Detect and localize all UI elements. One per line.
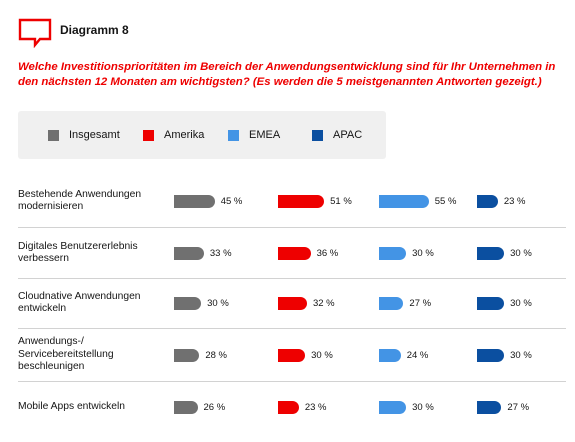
legend-swatch xyxy=(48,129,59,141)
data-label: 28 % xyxy=(205,349,227,361)
legend-label: EMEA xyxy=(249,129,281,141)
bar-insgesamt xyxy=(174,246,204,260)
legend-label: APAC xyxy=(333,129,363,141)
chart-number-title: Diagramm 8 xyxy=(60,23,129,37)
category-label-line: Digitales Benutzererlebnis xyxy=(18,240,138,252)
category-label-line: verbessern xyxy=(18,253,69,264)
bar-amerika xyxy=(278,246,311,260)
data-label: 30 % xyxy=(510,349,532,361)
bar-apac xyxy=(477,194,498,208)
data-label: 27 % xyxy=(409,297,432,309)
data-label: 30 % xyxy=(412,401,434,413)
legend-item-emea: EMEA xyxy=(228,111,280,159)
category-label: Bestehende Anwendungen modernisieren xyxy=(18,189,168,214)
row-divider xyxy=(18,381,566,382)
bar-emea xyxy=(379,194,429,208)
legend-label: Insgesamt xyxy=(69,129,120,141)
bar-insgesamt xyxy=(174,400,198,414)
bar-emea xyxy=(379,400,407,414)
data-label: 45 % xyxy=(220,195,243,207)
data-label: 30 % xyxy=(510,247,532,259)
legend-swatch xyxy=(312,129,323,141)
legend-item-apac: APAC xyxy=(312,111,362,159)
bar-amerika xyxy=(278,194,325,208)
category-label-line: beschleunigen xyxy=(18,361,85,373)
legend-item-insgesamt: Insgesamt xyxy=(48,111,120,159)
data-label: 33 % xyxy=(209,247,232,259)
category-label-line: Mobile Apps entwickeln xyxy=(18,400,126,412)
bar-insgesamt xyxy=(174,296,202,310)
bar-insgesamt xyxy=(174,194,215,208)
bar-insgesamt xyxy=(174,348,200,362)
data-label: 23 % xyxy=(503,195,526,207)
category-label-line: modernisieren xyxy=(18,201,84,212)
bar-apac xyxy=(477,296,505,310)
legend-label: Amerika xyxy=(164,129,205,141)
category-label-line: Servicebereitstellung xyxy=(18,348,114,360)
bar-apac xyxy=(477,348,505,362)
row-divider xyxy=(18,278,566,279)
data-label: 30 % xyxy=(311,349,333,361)
data-label: 27 % xyxy=(507,401,530,413)
survey-question: Welche Investitionsprioritäten im Bereic… xyxy=(18,61,556,88)
legend-swatch xyxy=(143,129,154,141)
bar-amerika xyxy=(278,400,299,414)
data-label: 30 % xyxy=(510,297,532,309)
bar-apac xyxy=(477,246,505,260)
data-label: 26 % xyxy=(203,401,226,413)
category-label: Digitales Benutzererlebnis verbessern xyxy=(18,241,168,266)
row-divider xyxy=(18,328,566,329)
data-label: 32 % xyxy=(312,297,335,309)
data-label: 51 % xyxy=(330,195,352,207)
bar-emea xyxy=(379,296,404,310)
category-label: Mobile Apps entwickeln xyxy=(18,401,168,414)
data-label: 24 % xyxy=(406,349,429,361)
bar-apac xyxy=(477,400,502,414)
data-label: 36 % xyxy=(316,247,339,259)
bar-emea xyxy=(379,348,401,362)
category-label-line: Cloudnative Anwendungen xyxy=(18,290,141,302)
legend: Insgesamt Amerika EMEA APAC xyxy=(18,111,386,159)
data-label: 30 % xyxy=(207,297,229,309)
category-label: Cloudnative Anwendungen entwickeln xyxy=(18,291,168,316)
category-label-line: Anwendungs-/ xyxy=(18,336,84,348)
speech-bubble-icon xyxy=(18,18,52,48)
row-divider xyxy=(18,227,566,228)
category-label-line: entwickeln xyxy=(18,303,67,314)
legend-swatch xyxy=(228,129,239,141)
data-label: 30 % xyxy=(412,247,434,259)
legend-item-amerika: Amerika xyxy=(143,111,204,159)
data-label: 55 % xyxy=(434,195,457,207)
bar-emea xyxy=(379,246,407,260)
bar-amerika xyxy=(278,296,307,310)
category-label-line: Bestehende Anwendungen xyxy=(18,188,142,200)
bar-amerika xyxy=(278,348,306,362)
category-label: Anwendungs-/Servicebereitstellung beschle… xyxy=(18,336,168,374)
bar-chart: Bestehende Anwendungen modernisieren 45 % 5… xyxy=(0,176,575,442)
data-label: 23 % xyxy=(304,401,327,413)
